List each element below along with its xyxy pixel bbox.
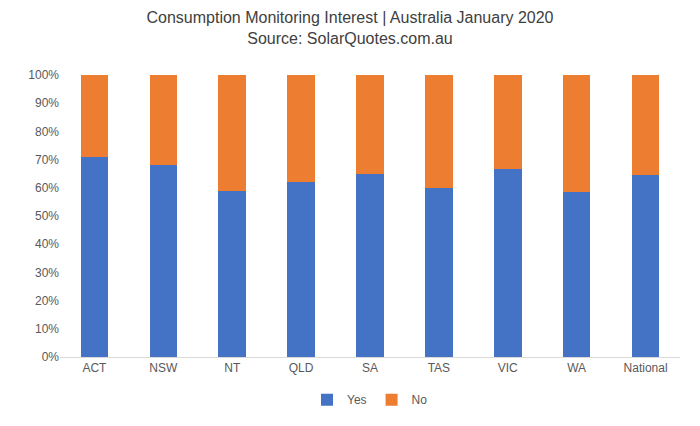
svg-text:60%: 60% xyxy=(35,181,59,195)
svg-text:ACT: ACT xyxy=(82,361,107,375)
svg-text:80%: 80% xyxy=(35,125,59,139)
svg-text:NSW: NSW xyxy=(149,361,178,375)
svg-text:Consumption Monitoring Interes: Consumption Monitoring Interest | Austra… xyxy=(146,9,553,47)
svg-text:SA: SA xyxy=(362,361,378,375)
svg-text:0%: 0% xyxy=(42,350,60,364)
svg-text:TAS: TAS xyxy=(428,361,450,375)
svg-text:WA: WA xyxy=(567,361,586,375)
svg-text:10%: 10% xyxy=(35,322,59,336)
svg-text:20%: 20% xyxy=(35,294,59,308)
svg-text:90%: 90% xyxy=(35,96,59,110)
svg-text:70%: 70% xyxy=(35,153,59,167)
svg-text:NT: NT xyxy=(224,361,241,375)
svg-text:Yes: Yes xyxy=(347,393,367,407)
svg-text:50%: 50% xyxy=(35,209,59,223)
svg-text:100%: 100% xyxy=(28,68,59,82)
svg-text:No: No xyxy=(412,393,428,407)
svg-text:VIC: VIC xyxy=(498,361,518,375)
svg-text:30%: 30% xyxy=(35,266,59,280)
svg-text:National: National xyxy=(624,361,668,375)
svg-text:40%: 40% xyxy=(35,237,59,251)
svg-text:QLD: QLD xyxy=(289,361,314,375)
